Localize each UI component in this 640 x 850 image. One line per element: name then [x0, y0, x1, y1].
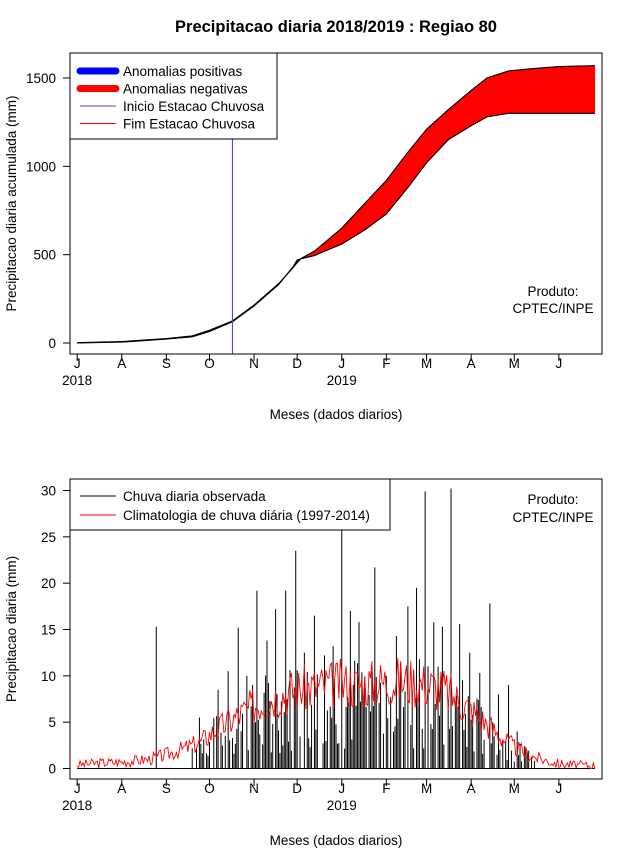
- chart1-legend-box: [69, 52, 278, 140]
- x-tick-label: A: [467, 356, 476, 371]
- x-tick-label: J: [555, 781, 562, 796]
- y-tick-label: 20: [41, 576, 56, 591]
- x-tick-label: O: [204, 356, 215, 371]
- climatology-cumulative-line: [77, 65, 595, 344]
- x-tick-label: F: [382, 781, 390, 796]
- y-tick-label: 25: [41, 530, 56, 545]
- cumulative-precipitation-chart: Precipitacao diaria acumulada (mm) Meses…: [4, 52, 603, 422]
- chart2-product-label: Produto:: [527, 492, 578, 507]
- chart2-legend-box: [69, 478, 391, 531]
- legend-label-rainy-season-end: Fim Estacao Chuvosa: [123, 117, 256, 132]
- x-tick-label: M: [421, 781, 432, 796]
- x-tick-label: D: [292, 356, 302, 371]
- x-tick-label: J: [338, 781, 345, 796]
- year-label: 2018: [62, 798, 92, 813]
- legend-label-positive-anomalies: Anomalias positivas: [123, 64, 243, 79]
- y-tick-label: 1000: [26, 159, 56, 174]
- chart1-product-label: Produto:: [527, 284, 578, 299]
- x-tick-label: J: [338, 356, 345, 371]
- y-tick-label: 0: [48, 762, 56, 777]
- x-tick-label: O: [204, 781, 215, 796]
- x-tick-label: S: [162, 356, 171, 371]
- daily-precipitation-chart: Precipitacao diaria (mm) Meses (dados di…: [4, 478, 603, 848]
- x-tick-label: M: [509, 356, 520, 371]
- chart1-x-axis: J A S O N D J F M A M J 2018 2019: [62, 353, 562, 388]
- climatology-daily-line: [76, 658, 596, 769]
- x-tick-label: J: [74, 781, 81, 796]
- chart1-product-source: CPTEC/INPE: [512, 301, 593, 316]
- x-tick-label: M: [509, 781, 520, 796]
- y-tick-label: 500: [33, 248, 56, 263]
- chart1-y-axis: 0 500 1000 1500: [26, 71, 71, 351]
- page-title: Precipitacao diaria 2018/2019 : Regiao 8…: [175, 18, 497, 36]
- chart2-x-axis-label: Meses (dados diarios): [270, 833, 403, 848]
- x-tick-label: J: [74, 356, 81, 371]
- x-tick-label: S: [162, 781, 171, 796]
- negative-anomaly-segment: [593, 65, 596, 114]
- observed-cumulative-line: [77, 112, 595, 344]
- chart1-x-axis-label: Meses (dados diarios): [270, 407, 403, 422]
- chart2-product-source: CPTEC/INPE: [512, 510, 593, 525]
- y-tick-label: 10: [41, 669, 56, 684]
- x-tick-label: A: [467, 781, 476, 796]
- legend-label-negative-anomalies: Anomalias negativas: [123, 82, 248, 97]
- y-tick-label: 5: [48, 715, 56, 730]
- year-label: 2019: [327, 373, 357, 388]
- x-tick-label: A: [117, 356, 126, 371]
- year-label: 2018: [62, 373, 92, 388]
- chart2-y-axis-label: Precipitacao diaria (mm): [4, 556, 19, 702]
- chart2-legend: Chuva diaria observada Climatologia de c…: [69, 478, 391, 531]
- y-tick-label: 15: [41, 623, 56, 638]
- y-tick-label: 1500: [26, 71, 56, 86]
- observed-daily-rain: [77, 488, 595, 769]
- chart2-x-axis: J A S O N D J F M A M J 2018 2019: [62, 778, 562, 813]
- chart1-y-axis-label: Precipitacao diaria acumulada (mm): [4, 95, 19, 311]
- x-tick-label: A: [117, 781, 126, 796]
- legend-label-observed-rain: Chuva diaria observada: [123, 489, 266, 504]
- x-tick-label: F: [382, 356, 390, 371]
- legend-label-rainy-season-start: Inicio Estacao Chuvosa: [123, 99, 265, 114]
- x-tick-label: N: [249, 781, 259, 796]
- x-tick-label: J: [555, 356, 562, 371]
- y-tick-label: 30: [41, 484, 56, 499]
- x-tick-label: N: [249, 356, 259, 371]
- legend-label-climatology: Climatologia de chuva diária (1997-2014): [123, 508, 370, 523]
- chart1-legend: Anomalias positivas Anomalias negativas …: [69, 52, 278, 140]
- year-label: 2019: [327, 798, 357, 813]
- y-tick-label: 0: [48, 336, 56, 351]
- x-tick-label: D: [292, 781, 302, 796]
- x-tick-label: M: [421, 356, 432, 371]
- chart2-y-axis: 0 5 10 15 20 25 30: [41, 484, 71, 777]
